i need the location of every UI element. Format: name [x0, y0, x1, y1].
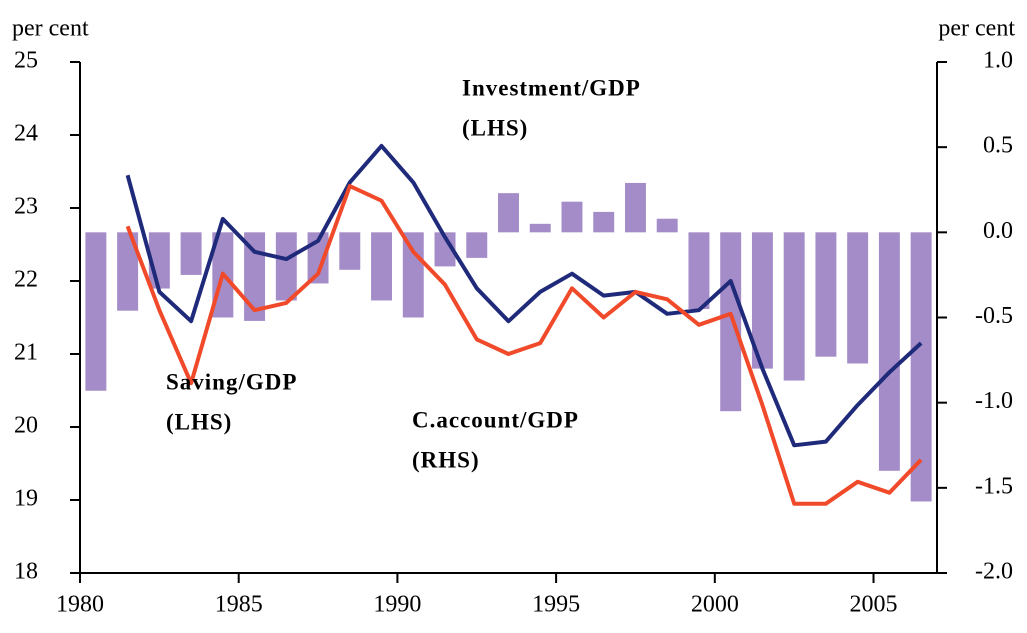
y-tick-label: 18	[14, 559, 38, 585]
bar	[371, 232, 393, 301]
y-tick-label: 25	[14, 48, 38, 74]
bar	[561, 201, 583, 233]
bar	[624, 182, 646, 233]
bar	[815, 232, 837, 357]
y2-tick-label: 1.0	[983, 48, 1013, 74]
y-axis-label: per cent	[12, 16, 89, 42]
bar	[85, 232, 107, 391]
x-tick-label: 1995	[532, 592, 580, 618]
bar	[751, 232, 773, 369]
bar	[783, 232, 805, 381]
y2-tick-label: -2.0	[975, 559, 1013, 585]
y-tick-label: 20	[14, 413, 38, 439]
bar	[593, 211, 615, 233]
y2-tick-label: -1.5	[975, 473, 1013, 499]
bar	[434, 232, 456, 267]
y2-tick-label: -0.5	[975, 303, 1013, 329]
series-label: C.account/GDP	[412, 407, 579, 432]
bar	[529, 223, 551, 233]
series-label: Investment/GDP	[462, 75, 641, 100]
series-note: (RHS)	[412, 447, 480, 472]
y-tick-label: 21	[14, 340, 38, 366]
x-tick-label: 2000	[691, 592, 739, 618]
x-tick-label: 1985	[215, 592, 263, 618]
bar	[339, 232, 361, 270]
bar	[720, 232, 742, 412]
line	[125, 143, 923, 448]
series-note: (LHS)	[166, 409, 232, 434]
x-tick-label: 1990	[373, 592, 421, 618]
y-tick-label: 22	[14, 267, 38, 293]
y-tick-label: 23	[14, 194, 38, 220]
y-tick-label: 19	[14, 486, 38, 512]
bar	[275, 232, 297, 301]
y2-tick-label: 0.0	[983, 218, 1013, 244]
x-tick-label: 1980	[56, 592, 104, 618]
y-tick-label: 24	[14, 121, 38, 147]
bar	[117, 232, 139, 311]
bar	[878, 232, 900, 471]
bar	[688, 232, 710, 309]
bar	[466, 232, 488, 258]
y2-axis-label: per cent	[938, 16, 1015, 42]
bar	[656, 218, 678, 233]
series-label: Saving/GDP	[166, 369, 297, 394]
line	[125, 184, 923, 506]
bar	[180, 232, 202, 275]
bar	[910, 232, 932, 502]
y2-tick-label: 0.5	[983, 133, 1013, 159]
x-tick-label: 2005	[850, 592, 898, 618]
series-note: (LHS)	[462, 115, 528, 140]
bar	[847, 232, 869, 364]
bar	[498, 193, 519, 233]
bar	[402, 232, 424, 318]
y2-tick-label: -1.0	[975, 388, 1013, 414]
